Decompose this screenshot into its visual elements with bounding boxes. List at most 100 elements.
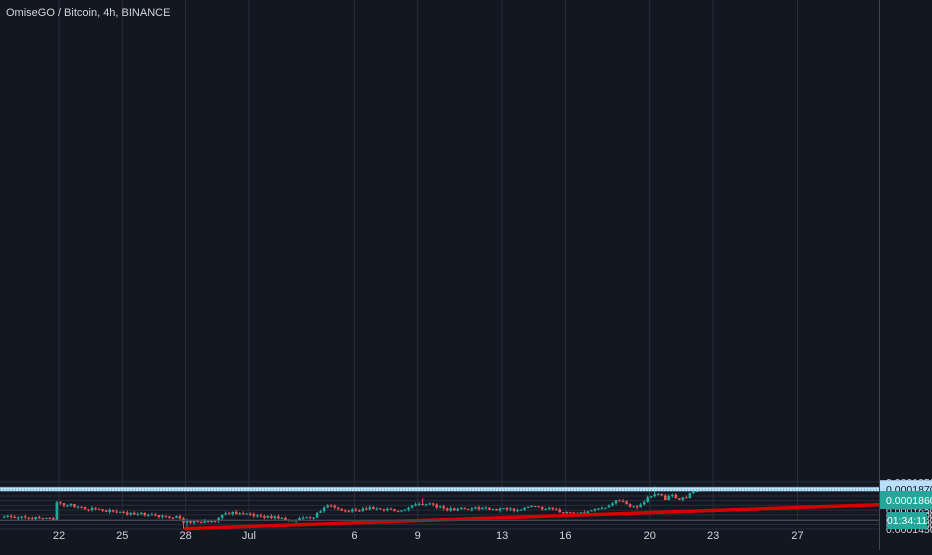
candle — [23, 514, 27, 520]
candle-body — [424, 504, 428, 506]
candle — [245, 513, 249, 515]
x-tick-label: 16 — [559, 530, 571, 542]
candle-body — [238, 513, 242, 515]
countdown-label-bg — [887, 511, 927, 529]
candle-body — [618, 500, 621, 502]
candle — [671, 493, 674, 498]
candle — [431, 502, 435, 507]
candle-body — [256, 515, 259, 517]
candle — [688, 492, 692, 499]
candle — [442, 504, 446, 511]
candle — [199, 521, 203, 524]
candle — [635, 505, 639, 510]
candle-body — [55, 502, 59, 520]
candle — [674, 493, 678, 499]
candle — [361, 506, 365, 512]
candle — [365, 506, 368, 511]
candle-body — [435, 504, 438, 508]
candle-body — [52, 518, 55, 520]
candle — [347, 509, 351, 513]
candle — [210, 520, 213, 524]
candle-body — [189, 520, 192, 523]
candle — [101, 508, 104, 513]
candle-body — [646, 497, 649, 502]
candle-body — [593, 509, 597, 511]
x-tick-label: 13 — [496, 530, 508, 542]
candle-body — [273, 516, 277, 519]
candle-body — [600, 507, 604, 509]
candle-body — [495, 508, 498, 511]
candle-body — [315, 512, 319, 518]
candle-body — [108, 509, 111, 512]
candle-body — [336, 507, 340, 509]
candle-body — [298, 518, 301, 521]
candle — [358, 509, 361, 512]
candle-body — [604, 507, 607, 509]
candle — [249, 512, 252, 516]
candle — [445, 507, 449, 512]
candle — [547, 506, 551, 511]
x-tick-label: 28 — [179, 530, 191, 542]
candle — [456, 507, 460, 512]
candle-body — [656, 493, 660, 495]
candle — [551, 507, 555, 511]
candle — [498, 507, 502, 513]
candle — [389, 507, 393, 510]
candle-body — [118, 511, 122, 513]
candle-body — [59, 502, 62, 504]
candle-body — [9, 515, 13, 517]
candle-body — [34, 517, 38, 519]
candle-body — [245, 513, 249, 515]
candle-body — [41, 517, 45, 519]
candle-body — [2, 516, 6, 518]
candle-body — [220, 514, 224, 518]
candle-body — [329, 505, 333, 507]
candle-body — [6, 515, 9, 517]
trendline[interactable] — [183, 502, 895, 531]
candle — [656, 492, 660, 496]
candle-body — [379, 508, 382, 510]
candle — [544, 507, 548, 511]
candle — [372, 505, 375, 510]
candle — [611, 502, 614, 507]
candle-body — [688, 493, 692, 499]
candle-body — [544, 508, 548, 510]
drawings[interactable] — [0, 487, 895, 531]
candle-body — [280, 517, 284, 519]
candle — [231, 511, 235, 516]
candle — [618, 499, 621, 502]
candle — [604, 507, 607, 510]
candle — [512, 508, 516, 513]
candle — [45, 517, 48, 519]
candle — [220, 514, 224, 520]
candle-body — [277, 516, 280, 519]
candle-body — [460, 507, 463, 509]
candle-body — [649, 496, 653, 498]
candle-body — [161, 515, 164, 517]
candle — [150, 512, 154, 516]
candle-body — [227, 513, 231, 515]
candle — [182, 516, 185, 529]
candle — [375, 506, 379, 511]
candle-body — [561, 512, 565, 514]
candle-body — [558, 509, 562, 513]
candle — [685, 495, 688, 499]
x-tick-label: 6 — [351, 530, 357, 542]
candle — [69, 503, 73, 507]
candle-body — [695, 490, 699, 492]
candles — [2, 486, 702, 529]
candle — [87, 509, 90, 512]
candle — [238, 512, 242, 516]
candle-body — [639, 504, 642, 508]
candle — [354, 507, 358, 512]
candle — [516, 508, 519, 513]
candle-body — [224, 513, 227, 515]
candle-body — [97, 508, 101, 510]
candle-body — [389, 508, 393, 510]
candle-body — [663, 495, 667, 501]
candle-body — [681, 497, 685, 500]
candle — [270, 514, 273, 519]
candle — [66, 504, 69, 508]
